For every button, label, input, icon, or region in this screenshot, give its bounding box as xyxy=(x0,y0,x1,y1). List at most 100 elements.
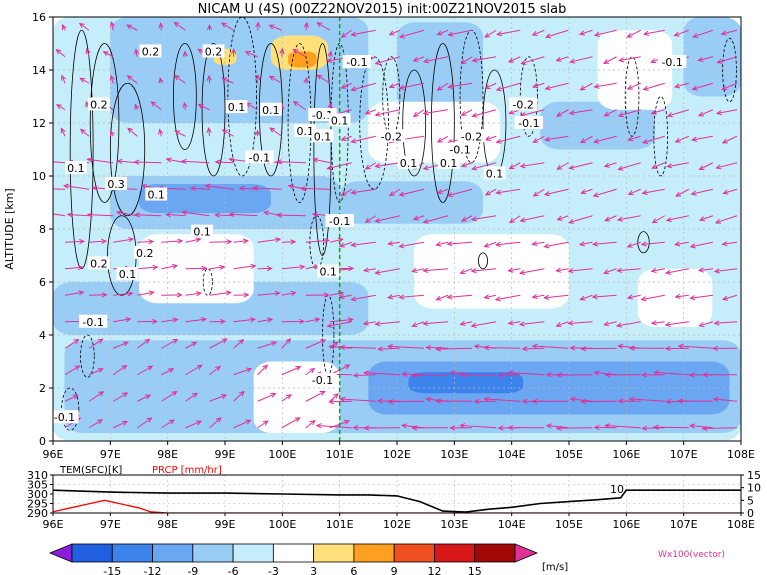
sub-x-tick-101E: 101E xyxy=(326,518,354,531)
main-plot: 0.20.2 0.20.10.30.10.10.20.20.1-0.1-0.10.… xyxy=(3,11,755,461)
wind-vector-448 xyxy=(698,215,714,222)
svg-text:-0.1: -0.1 xyxy=(346,56,367,69)
wind-vector-418 xyxy=(603,162,617,168)
wind-vector-390 xyxy=(508,56,521,63)
wind-vector-79 xyxy=(233,238,249,244)
wind-vector-317 xyxy=(674,293,689,300)
wind-vector-216 xyxy=(459,423,497,429)
wind-vector-56 xyxy=(113,317,132,323)
wind-vector-320 xyxy=(698,321,714,328)
wind-vector-304 xyxy=(603,321,617,327)
svg-text:-0.1: -0.1 xyxy=(449,144,470,157)
x-tick-label-102E: 102E xyxy=(383,448,411,461)
wind-vector-302 xyxy=(567,268,593,274)
wind-vector-213 xyxy=(435,398,473,404)
wind-vector-428 xyxy=(617,109,641,118)
contour-label-23: -0.2 xyxy=(377,129,406,143)
wind-vector-227 xyxy=(521,346,545,352)
wind-vector-346 xyxy=(374,162,400,169)
wind-vector-296 xyxy=(555,321,569,328)
wind-vector-299 xyxy=(543,241,569,249)
wind-vector-147 xyxy=(127,127,138,137)
wind-vector-409 xyxy=(580,188,593,195)
wind-vector-215 xyxy=(435,346,473,352)
wind-vector-383 xyxy=(484,29,497,38)
shaded-region-6 xyxy=(139,183,271,214)
wind-vector-400 xyxy=(556,215,569,221)
x-tick-label-98E: 98E xyxy=(157,448,178,461)
wind-vector-45 xyxy=(329,393,339,402)
wind-vector-434 xyxy=(651,162,665,169)
sub-annotation: 10 xyxy=(610,483,624,496)
wind-vector-364 xyxy=(422,109,449,116)
wind-vector-267 xyxy=(350,241,376,248)
svg-text:-0.1: -0.1 xyxy=(54,411,75,424)
svg-text:0.1: 0.1 xyxy=(67,162,85,175)
wind-vector-407 xyxy=(544,29,569,39)
wind-vector-273 xyxy=(398,294,424,300)
wind-vector-359 xyxy=(398,29,425,39)
contour-label-24: 0.1 xyxy=(397,155,420,170)
wind-vector-217 xyxy=(473,398,497,405)
wind-vector-198 xyxy=(352,372,376,379)
wind-vector-414 xyxy=(569,56,593,64)
wind-vector-97 xyxy=(53,188,66,190)
wind-vector-36 xyxy=(281,417,301,429)
wind-vector-349 xyxy=(388,82,401,89)
wind-vector-399 xyxy=(531,29,545,36)
wind-vector-429 xyxy=(626,82,641,90)
wind-vector-289 xyxy=(494,294,521,302)
wind-vector-288 xyxy=(507,320,521,326)
svg-text:-0.2: -0.2 xyxy=(461,130,482,143)
wind-vector-242 xyxy=(604,372,641,378)
wind-vector-51 xyxy=(65,238,86,245)
wind-vector-207 xyxy=(387,343,424,350)
x-tick-label-105E: 105E xyxy=(555,448,583,461)
wind-vector-314 xyxy=(650,267,665,274)
colorbar-segment-2 xyxy=(152,543,194,563)
wind-vector-22 xyxy=(185,364,203,376)
wind-vector-82 xyxy=(257,265,273,272)
wind-vector-252 xyxy=(689,423,713,429)
wind-vector-417 xyxy=(592,188,617,198)
wind-vector-144 xyxy=(109,74,115,84)
wind-vector-375 xyxy=(447,29,473,37)
sub-x-tick-107E: 107E xyxy=(670,518,698,531)
svg-text:0.2: 0.2 xyxy=(136,247,154,260)
wind-vector-323 xyxy=(689,241,714,249)
wind-vector-55 xyxy=(89,238,108,244)
colorbar-label-4: -3 xyxy=(268,565,279,575)
wind-vector-360 xyxy=(422,215,449,224)
sub-x-tick-97E: 97E xyxy=(100,518,121,531)
wind-vector-389 xyxy=(495,82,521,92)
wind-vector-419 xyxy=(593,135,617,144)
wind-vector-335 xyxy=(340,29,352,38)
wind-vector-410 xyxy=(568,162,593,170)
wind-vector-348 xyxy=(374,109,400,117)
wind-vector-211 xyxy=(425,344,449,351)
wind-vector-88 xyxy=(305,317,321,323)
wind-vector-340 xyxy=(364,109,376,115)
wind-vector-440 xyxy=(665,215,689,223)
wind-vector-319 xyxy=(674,241,689,247)
contour-label-26: -0.2 xyxy=(457,129,486,143)
svg-text:-0.1: -0.1 xyxy=(82,316,103,329)
wind-vector-368 xyxy=(460,215,473,222)
wind-vector-421 xyxy=(593,82,617,89)
contour-label-8: 0.2 xyxy=(133,245,156,260)
contour-label-6: 0.1 xyxy=(191,224,213,239)
wind-vector-119 xyxy=(214,159,234,165)
wind-vector-381 xyxy=(484,82,497,90)
wind-vector-145 xyxy=(102,51,114,58)
contour-label-27: -0.1 xyxy=(445,142,475,157)
wind-vector-132 xyxy=(60,127,66,137)
wind-vector-50 xyxy=(64,265,84,271)
wind-vector-413 xyxy=(579,82,593,91)
svg-text:-0.2: -0.2 xyxy=(381,130,402,143)
wind-vector-224 xyxy=(507,425,545,431)
wind-vector-13 xyxy=(137,394,152,402)
wind-vector-369 xyxy=(446,188,473,198)
shaded-region-14 xyxy=(637,268,713,328)
wind-vector-136 xyxy=(61,24,67,31)
wind-vector-460 xyxy=(715,109,738,116)
